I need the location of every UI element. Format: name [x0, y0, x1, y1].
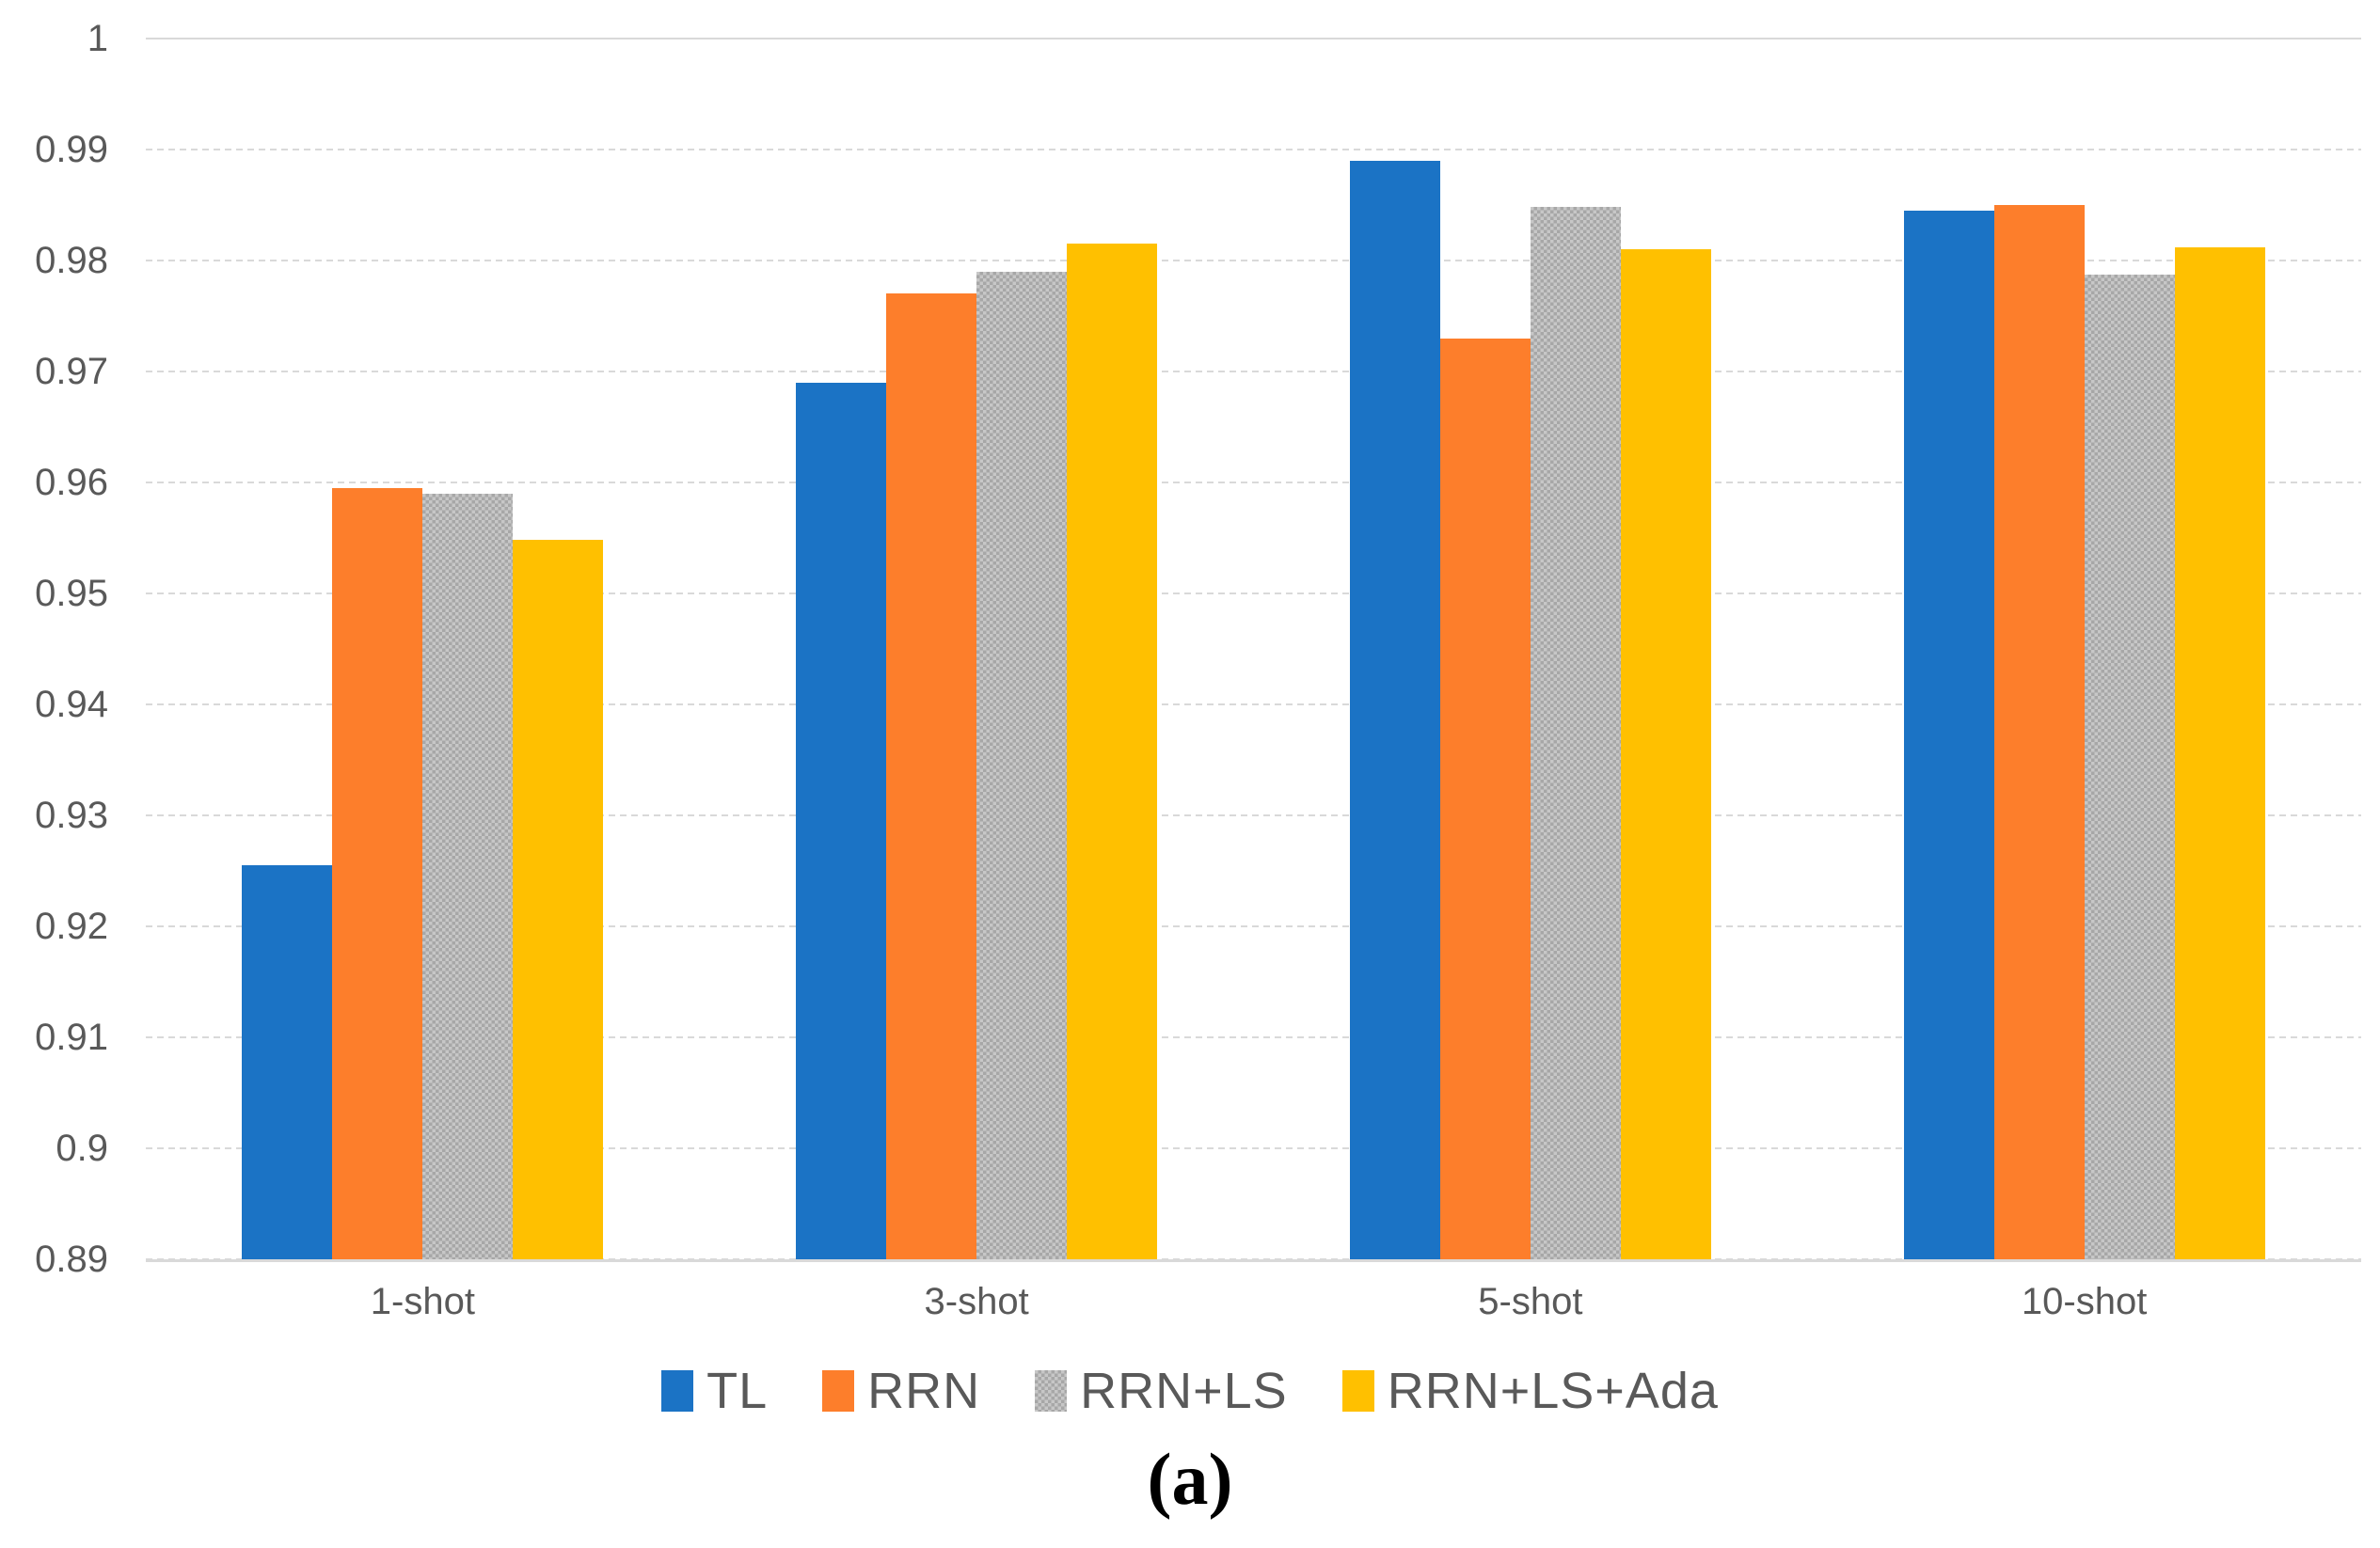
- y-tick-label-0.91: 0.91: [35, 1017, 108, 1058]
- bar-RRN+LS-1-shot: [422, 493, 514, 1259]
- y-tick-label-0.94: 0.94: [35, 684, 108, 725]
- legend-label-RRN+LS: RRN+LS: [1080, 1363, 1288, 1419]
- bar-RRN+LS-3-shot: [976, 271, 1068, 1259]
- gridline-0.94: [146, 703, 2361, 705]
- y-tick-label-0.9: 0.9: [56, 1128, 108, 1169]
- y-tick-label-0.92: 0.92: [35, 906, 108, 947]
- x-category-label-5-shot: 5-shot: [1478, 1281, 1583, 1322]
- gridline-0.89: [146, 1258, 2361, 1260]
- bar-RRN-5-shot: [1439, 338, 1531, 1259]
- gridline-0.98: [146, 260, 2361, 261]
- y-tick-label-0.98: 0.98: [35, 240, 108, 281]
- x-category-label-3-shot: 3-shot: [924, 1281, 1029, 1322]
- bar-RRN+LS-5-shot: [1530, 207, 1621, 1259]
- gridline-0.95: [146, 592, 2361, 594]
- gridline-0.96: [146, 482, 2361, 483]
- gridline-1: [146, 38, 2361, 39]
- y-tick-label-0.96: 0.96: [35, 462, 108, 503]
- legend-swatch-RRN+LS: [1035, 1370, 1068, 1412]
- x-axis-line: [146, 1259, 2361, 1262]
- gridline-0.92: [146, 925, 2361, 927]
- y-tick-label-0.93: 0.93: [35, 795, 108, 836]
- y-tick-label-0.99: 0.99: [35, 129, 108, 170]
- bar-TL-5-shot: [1349, 160, 1440, 1259]
- legend: TL RRN RRN+LS RRN+LS+Ada: [0, 1362, 2380, 1420]
- x-category-label-1-shot: 1-shot: [370, 1281, 475, 1322]
- figure-caption: (a): [1147, 1438, 1233, 1520]
- bar-RRN+LS+Ada-10-shot: [2174, 246, 2265, 1259]
- y-tick-label-0.97: 0.97: [35, 351, 108, 392]
- bar-TL-1-shot: [242, 865, 333, 1259]
- bar-RRN+LS+Ada-1-shot: [513, 540, 604, 1259]
- plot-area: [146, 38, 2361, 1262]
- legend-label-TL: TL: [706, 1363, 769, 1419]
- gridline-0.93: [146, 814, 2361, 816]
- legend-item-RRN+LS+Ada: RRN+LS+Ada: [1341, 1362, 1719, 1420]
- x-category-label-10-shot: 10-shot: [2021, 1281, 2148, 1322]
- legend-swatch-RRN+LS+Ada: [1341, 1370, 1374, 1412]
- bar-TL-10-shot: [1903, 210, 1994, 1259]
- y-tick-label-0.89: 0.89: [35, 1239, 108, 1280]
- bar-RRN-10-shot: [1993, 205, 2085, 1259]
- legend-item-RRN+LS: RRN+LS: [1035, 1362, 1288, 1420]
- bar-RRN+LS-10-shot: [2084, 275, 2175, 1259]
- legend-swatch-RRN: [822, 1370, 855, 1412]
- legend-label-RRN: RRN: [867, 1363, 981, 1419]
- legend-item-RRN: RRN: [822, 1362, 980, 1420]
- y-tick-label-1: 1: [87, 18, 108, 59]
- bar-TL-3-shot: [796, 382, 887, 1259]
- gridline-0.99: [146, 149, 2361, 150]
- bar-RRN+LS+Ada-5-shot: [1620, 249, 1711, 1259]
- bar-RRN-1-shot: [332, 487, 423, 1259]
- legend-swatch-TL: [661, 1370, 694, 1412]
- gridline-0.97: [146, 371, 2361, 372]
- legend-item-TL: TL: [661, 1362, 768, 1420]
- y-tick-label-0.95: 0.95: [35, 573, 108, 614]
- gridline-0.9: [146, 1147, 2361, 1149]
- bar-RRN+LS+Ada-3-shot: [1067, 244, 1158, 1259]
- legend-label-RRN+LS+Ada: RRN+LS+Ada: [1387, 1363, 1719, 1419]
- x-axis-category-labels: 1-shot 3-shot 5-shot 10-shot: [146, 1281, 2361, 1334]
- y-axis-tick-labels: 1 0.99 0.98 0.97 0.96 0.95 0.94 0.93 0.92 0.91 0.9…: [0, 18, 108, 1280]
- bar-RRN-3-shot: [886, 293, 977, 1259]
- gridline-0.91: [146, 1036, 2361, 1038]
